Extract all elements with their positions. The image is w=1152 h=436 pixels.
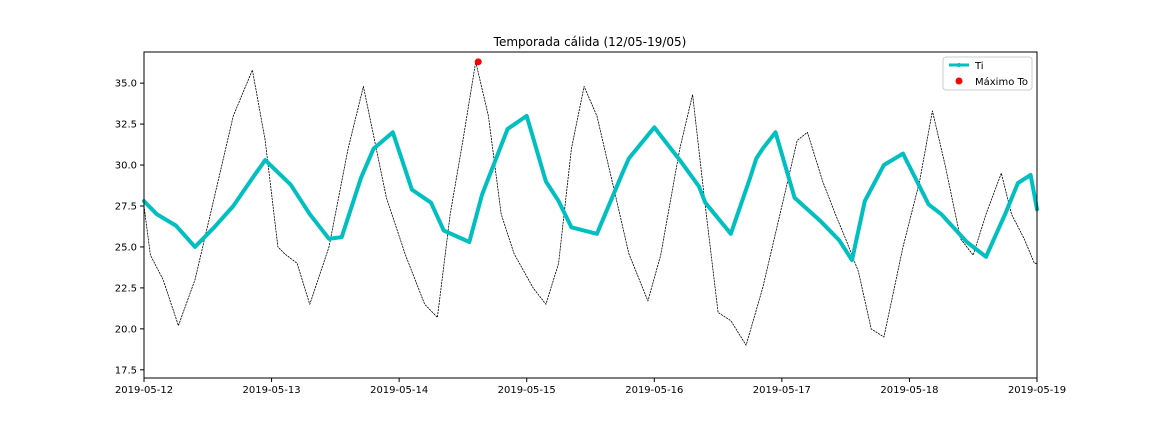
y-tick-label: 25.0 — [115, 242, 137, 253]
series-point-ti — [703, 201, 707, 205]
series-point-ti — [926, 202, 931, 206]
series-point-ti — [1029, 173, 1033, 177]
series-point-ti — [761, 147, 765, 151]
series-point-ti — [410, 188, 414, 192]
series-point-ti — [442, 228, 446, 233]
series-point-ti — [793, 196, 797, 200]
series-point-ti — [289, 183, 293, 187]
x-tick-label: 2019-05-18 — [880, 385, 938, 396]
series-point-ti — [569, 225, 573, 229]
legend-maximo-to-label: Máximo To — [975, 76, 1028, 88]
series-line-to — [143, 61, 1038, 346]
series-point-ti — [544, 179, 548, 184]
series-point-ti — [882, 163, 886, 167]
x-tick-label: 2019-05-13 — [243, 385, 301, 396]
series-point-ti — [818, 219, 822, 223]
series-point-ti — [901, 151, 905, 156]
x-tick-label: 2019-05-14 — [370, 385, 428, 396]
x-tick-label: 2019-05-17 — [753, 385, 811, 396]
series-point-ti — [327, 237, 331, 241]
maximo-to-marker — [474, 58, 482, 66]
series-point-ti — [773, 130, 778, 134]
series-point-ti — [965, 240, 969, 244]
y-tick-label: 27.5 — [115, 201, 137, 212]
series-point-ti — [595, 232, 599, 236]
series-point-ti — [480, 192, 484, 197]
series-point-ti — [697, 184, 701, 188]
series-point-ti — [678, 158, 682, 162]
series-point-ti — [850, 258, 854, 262]
legend: Ti Máximo To — [942, 56, 1033, 91]
plot-area-frame — [143, 51, 1038, 379]
series-point-ti — [837, 238, 841, 242]
series-point-ti — [1016, 181, 1020, 185]
y-tick-label: 20.0 — [115, 324, 137, 335]
series-point-ti — [652, 125, 656, 129]
series-point-ti — [359, 176, 363, 180]
x-tick-label: 2019-05-12 — [115, 385, 173, 396]
series-point-ti — [155, 212, 159, 216]
series-point-ti — [754, 156, 758, 161]
series-point-ti — [308, 212, 312, 216]
series-point-ti — [231, 204, 235, 208]
series-point-ti — [505, 127, 510, 131]
series-point-ti — [1003, 212, 1007, 216]
y-tick-label: 35.0 — [115, 79, 137, 90]
legend-maximo-to-swatch — [955, 77, 963, 85]
y-tick-label: 30.0 — [115, 161, 137, 172]
series-point-ti — [340, 235, 344, 239]
series-point-ti — [729, 232, 733, 236]
series-point-ti — [863, 199, 867, 203]
series-point-ti — [193, 245, 197, 249]
series-point-ti — [212, 225, 216, 229]
chart-title: Temporada cálida (12/05-19/05) — [493, 35, 687, 49]
legend-ti-label: Ti — [974, 61, 984, 72]
series-point-ti — [627, 156, 631, 161]
y-tick-label: 32.5 — [115, 120, 137, 131]
series-point-ti — [748, 176, 752, 180]
x-tick-label: 2019-05-19 — [1008, 385, 1066, 396]
series-point-ti — [467, 240, 471, 244]
y-axis-ticks: 17.5 20.0 22.5 25.0 27.5 30.0 32.5 35.0 — [115, 79, 144, 376]
x-tick-label: 2019-05-15 — [498, 385, 556, 396]
series-point-ti — [429, 201, 433, 205]
series-point-ti — [174, 224, 178, 228]
x-axis-ticks: 2019-05-12 2019-05-13 2019-05-14 2019-05-15… — [115, 378, 1066, 396]
series-point-ti — [391, 130, 395, 134]
legend-ti-swatch-marker — [957, 63, 961, 67]
series-point-ti — [525, 114, 529, 118]
y-tick-label: 17.5 — [115, 365, 137, 376]
series-point-ti — [263, 158, 267, 162]
series-point-ti — [984, 255, 988, 259]
series-point-ti — [250, 176, 255, 180]
series-point-ti — [372, 147, 376, 151]
series-point-ti — [620, 171, 624, 175]
y-tick-label: 22.5 — [115, 283, 137, 294]
series-point-ti — [939, 212, 943, 216]
series-layer — [142, 58, 1039, 346]
series-line-ti — [142, 113, 1039, 263]
series-point-ti — [557, 199, 561, 203]
x-tick-label: 2019-05-16 — [625, 385, 683, 396]
